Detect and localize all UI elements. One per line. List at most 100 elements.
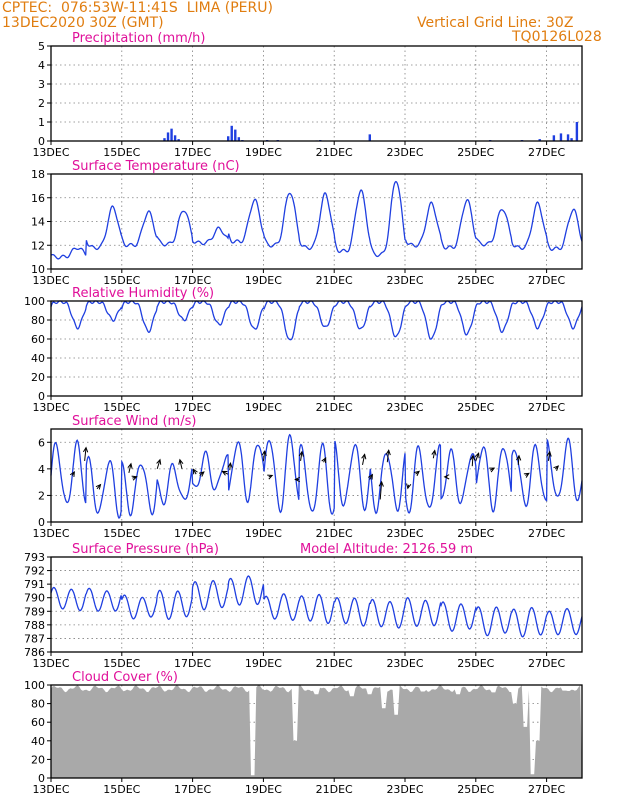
panel-title: Surface Temperature (nC)	[72, 159, 240, 174]
wind-vector	[229, 463, 231, 471]
header-station: CPTEC: 076:53W-11:41S LIMA (PERU)	[2, 0, 273, 16]
precip-bar	[234, 129, 237, 141]
x-tick-label: 15DEC	[103, 274, 140, 287]
panel-title: Cloud Cover (%)	[72, 670, 178, 685]
x-tick-label: 27DEC	[528, 146, 565, 159]
y-tick-label: 0	[38, 516, 45, 529]
precip-bar	[170, 128, 173, 141]
wind-arrowhead	[431, 449, 437, 456]
wind-arrowhead	[378, 480, 384, 487]
wind-arrowhead	[178, 458, 184, 465]
panel-4: 0 2 4 6 13DEC 15DEC 17DEC 19DEC 21DEC 23DEC 25DEC 2…	[32, 414, 583, 540]
panel-frame	[50, 173, 583, 270]
wind-arrowhead	[367, 473, 373, 480]
series-line	[50, 575, 583, 638]
wind-vector	[84, 447, 87, 461]
panel-title: Surface Pressure (hPa)	[72, 542, 219, 557]
precip-bar	[237, 137, 241, 141]
precip-bar	[230, 125, 233, 141]
wind-arrowhead	[221, 470, 228, 476]
wind-arrowhead	[385, 449, 391, 456]
x-tick-label: 25DEC	[457, 274, 494, 287]
wind-arrowhead	[298, 450, 304, 457]
panel-frame	[50, 45, 583, 142]
wind-arrowhead	[69, 471, 75, 478]
precip-bar	[368, 134, 371, 141]
y-tick-label: 12	[31, 239, 45, 252]
wind-arrowhead	[414, 470, 421, 477]
panel-title: Relative Humidity (%)	[72, 286, 214, 301]
x-tick-label: 27DEC	[528, 274, 565, 287]
x-tick-label: 17DEC	[174, 783, 211, 796]
series-line	[50, 300, 583, 341]
wind-arrowhead	[127, 462, 133, 469]
x-tick-label: 21DEC	[316, 657, 353, 670]
x-tick-label: 23DEC	[386, 783, 423, 796]
wind-arrowhead	[443, 474, 450, 480]
x-tick-label: 19DEC	[245, 146, 282, 159]
x-tick-label: 21DEC	[316, 146, 353, 159]
wind-arrowhead	[82, 446, 89, 453]
y-tick-label: 790	[24, 592, 45, 605]
x-tick-label: 27DEC	[528, 401, 565, 414]
wind-vector	[547, 451, 551, 461]
y-tick-label: 40	[31, 352, 45, 365]
y-tick-label: 4	[38, 59, 45, 72]
y-tick-label: 10	[31, 263, 45, 276]
precip-bar	[227, 136, 230, 141]
series-line	[50, 180, 583, 260]
y-tick-label: 2	[38, 489, 45, 502]
wind-arrowhead	[321, 456, 327, 464]
y-tick-label: 2	[38, 97, 45, 110]
cloud-area	[51, 685, 582, 778]
precip-bar	[559, 133, 563, 141]
wind-arrowhead	[198, 471, 205, 477]
x-tick-label: 23DEC	[386, 401, 423, 414]
x-tick-label: 21DEC	[316, 401, 353, 414]
wind-vector	[471, 455, 474, 467]
wind-arrowhead	[489, 467, 496, 473]
x-tick-label: 15DEC	[103, 146, 140, 159]
model-altitude: Model Altitude: 2126.59 m	[300, 542, 473, 557]
wind-vector	[432, 450, 436, 459]
precip-bar	[166, 132, 170, 141]
wind-vector	[475, 453, 480, 462]
wind-vector	[156, 459, 161, 470]
wind-arrowhead	[474, 452, 480, 459]
x-tick-label: 13DEC	[32, 657, 69, 670]
y-tick-label: 792	[24, 565, 45, 578]
y-tick-label: 1	[38, 116, 45, 129]
wind-arrowhead	[227, 462, 233, 469]
panel-frame	[50, 428, 583, 523]
x-tick-label: 19DEC	[245, 527, 282, 540]
x-tick-label: 27DEC	[528, 657, 565, 670]
y-tick-label: 6	[38, 436, 45, 449]
y-tick-label: 0	[38, 135, 45, 148]
x-tick-label: 13DEC	[32, 527, 69, 540]
x-tick-label: 19DEC	[245, 783, 282, 796]
wind-vector	[379, 481, 383, 500]
x-tick-label: 15DEC	[103, 783, 140, 796]
x-tick-label: 15DEC	[103, 527, 140, 540]
precip-bar	[163, 138, 166, 141]
y-tick-label: 100	[24, 295, 45, 308]
x-tick-label: 17DEC	[174, 657, 211, 670]
precip-bar	[575, 122, 579, 141]
wind-arrowhead	[406, 483, 412, 490]
wind-arrowhead	[553, 465, 560, 471]
wind-arrowhead	[470, 454, 476, 461]
wind-vector	[262, 451, 266, 461]
precip-bar	[566, 134, 570, 141]
x-tick-label: 21DEC	[316, 783, 353, 796]
x-tick-label: 13DEC	[32, 783, 69, 796]
x-tick-label: 17DEC	[174, 527, 211, 540]
panel-frame	[50, 684, 583, 779]
y-tick-label: 788	[24, 619, 45, 632]
panel-title: Precipitation (mm/h)	[72, 31, 205, 46]
wind-arrowhead	[294, 476, 301, 483]
y-tick-label: 791	[24, 578, 45, 591]
wind-arrowhead	[516, 454, 522, 461]
wind-arrowhead	[523, 472, 530, 478]
y-tick-label: 793	[24, 551, 45, 564]
y-tick-label: 20	[31, 371, 45, 384]
